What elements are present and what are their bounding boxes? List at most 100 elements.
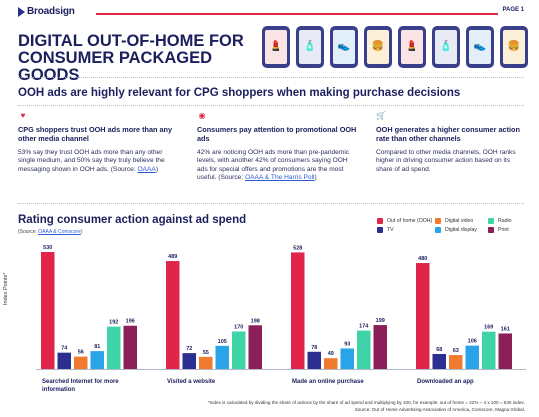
source-link[interactable]: OAAA & The Harris Poll — [245, 174, 315, 182]
bar — [232, 331, 246, 369]
legend-swatch — [435, 227, 441, 233]
data-label: 49 — [328, 351, 334, 357]
bar — [416, 263, 430, 369]
section-subtitle: OOH ads are highly relevant for CPG shop… — [18, 87, 461, 99]
source-link[interactable]: OAAA — [137, 165, 156, 173]
bar — [307, 351, 321, 369]
phone-illustration: 💄 — [398, 26, 426, 68]
column-heading: CPG shoppers trust OOH ads more than any… — [18, 125, 173, 143]
sneaker-icon: 👟 — [473, 41, 487, 52]
bar — [166, 261, 180, 369]
category-label: Downloaded an app — [417, 379, 474, 385]
bar — [465, 345, 479, 369]
phone-illustration: 🧴 — [432, 26, 460, 68]
data-label: 174 — [359, 324, 369, 330]
data-label: 192 — [109, 320, 118, 326]
bar — [248, 325, 262, 369]
column-body: 42% are noticing OOH ads more than pre-p… — [197, 149, 357, 183]
data-label: 489 — [168, 254, 177, 260]
footnote-index: *Index is calculated by dividing the sha… — [207, 400, 525, 405]
info-column-action: 🛒 OOH generates a higher consumer action… — [376, 111, 526, 174]
divider — [18, 77, 524, 78]
chart-title: Rating consumer action against ad spend — [18, 214, 247, 226]
column-body: Compared to other media channels, OOH ra… — [376, 149, 526, 174]
bar — [357, 330, 371, 369]
bar — [199, 356, 213, 369]
legend-swatch — [377, 218, 383, 224]
legend-label: Digital video — [445, 218, 474, 224]
bar — [432, 353, 446, 369]
category-label: Visited a website — [167, 379, 216, 385]
bar — [90, 351, 104, 369]
data-label: 480 — [418, 256, 427, 262]
broadsign-logo-mark-icon — [18, 6, 25, 17]
phone-illustration: 👟 — [330, 26, 358, 68]
detergent-icon: 🧴 — [439, 41, 453, 52]
phone-screen: 💄 — [401, 30, 423, 64]
legend-item: Digital video — [435, 218, 473, 224]
divider — [18, 105, 524, 106]
category-label: Made an online purchase — [292, 379, 364, 385]
chart-source-link[interactable]: OAAA & Comscore — [38, 229, 81, 235]
bar — [340, 348, 354, 369]
page-label: PAGE 1 — [502, 7, 524, 13]
page-title: DIGITAL OUT-OF-HOME FOR CONSUMER PACKAGE… — [18, 33, 248, 84]
data-label: 196 — [126, 319, 135, 325]
chart-source-prefix: (Source: — [18, 229, 39, 235]
legend-label: Radio — [498, 218, 512, 224]
bar — [215, 345, 229, 369]
data-label: 169 — [484, 325, 493, 331]
bar — [449, 355, 463, 369]
category-label: information — [42, 387, 75, 393]
bar — [123, 325, 137, 369]
legend-label: Print — [498, 227, 509, 233]
phone-screen: 🧴 — [299, 30, 321, 64]
legend-item: Radio — [488, 218, 512, 224]
column-body-text: 53% say they trust OOH ads more than any… — [18, 149, 165, 173]
data-label: 93 — [344, 341, 350, 347]
column-body: 53% say they trust OOH ads more than any… — [18, 149, 178, 174]
bar — [57, 352, 71, 369]
legend-item: Out of home (OOH) — [377, 218, 432, 224]
phone-screen: 👟 — [469, 30, 491, 64]
burger-icon: 🍔 — [507, 41, 521, 52]
data-label: 63 — [453, 348, 459, 354]
divider — [18, 203, 524, 204]
legend-label: Digital display — [445, 227, 478, 233]
bar — [324, 358, 338, 369]
data-label: 81 — [94, 344, 100, 350]
phone-illustration: 🧴 — [296, 26, 324, 68]
bar — [41, 252, 55, 369]
phone-screen: 🧴 — [435, 30, 457, 64]
data-label: 530 — [43, 245, 52, 251]
data-label: 198 — [251, 318, 260, 324]
bar — [74, 356, 88, 369]
column-body-text: Compared to other media channels, OOH ra… — [376, 149, 516, 173]
data-label: 72 — [186, 346, 192, 352]
phone-illustrations: 💄 🧴 👟 🍔 💄 🧴 👟 🍔 — [262, 26, 530, 70]
bar — [182, 353, 196, 369]
chart-source-suffix: ) — [80, 229, 83, 235]
legend-label: TV — [387, 227, 394, 233]
column-body-close: ) — [314, 174, 317, 182]
eye-icon: ◉ — [198, 111, 206, 120]
info-column-trust: ♥ CPG shoppers trust OOH ads more than a… — [18, 111, 178, 174]
bar — [498, 333, 512, 369]
data-label: 161 — [501, 326, 510, 332]
header-rule — [96, 13, 498, 15]
sneaker-icon: 👟 — [337, 41, 351, 52]
phone-illustration: 👟 — [466, 26, 494, 68]
phone-screen: 🍔 — [503, 30, 525, 64]
bar — [373, 325, 387, 369]
data-label: 105 — [218, 339, 227, 345]
bar — [482, 331, 496, 369]
phone-illustration: 🍔 — [500, 26, 528, 68]
legend-swatch — [488, 218, 494, 224]
logo-text: Broadsign — [27, 6, 75, 17]
phone-illustration: 🍔 — [364, 26, 392, 68]
lipstick-icon: 💄 — [269, 41, 283, 52]
phone-screen: 🍔 — [367, 30, 389, 64]
category-label: Searched Internet for more — [42, 379, 119, 385]
data-label: 170 — [234, 324, 243, 330]
